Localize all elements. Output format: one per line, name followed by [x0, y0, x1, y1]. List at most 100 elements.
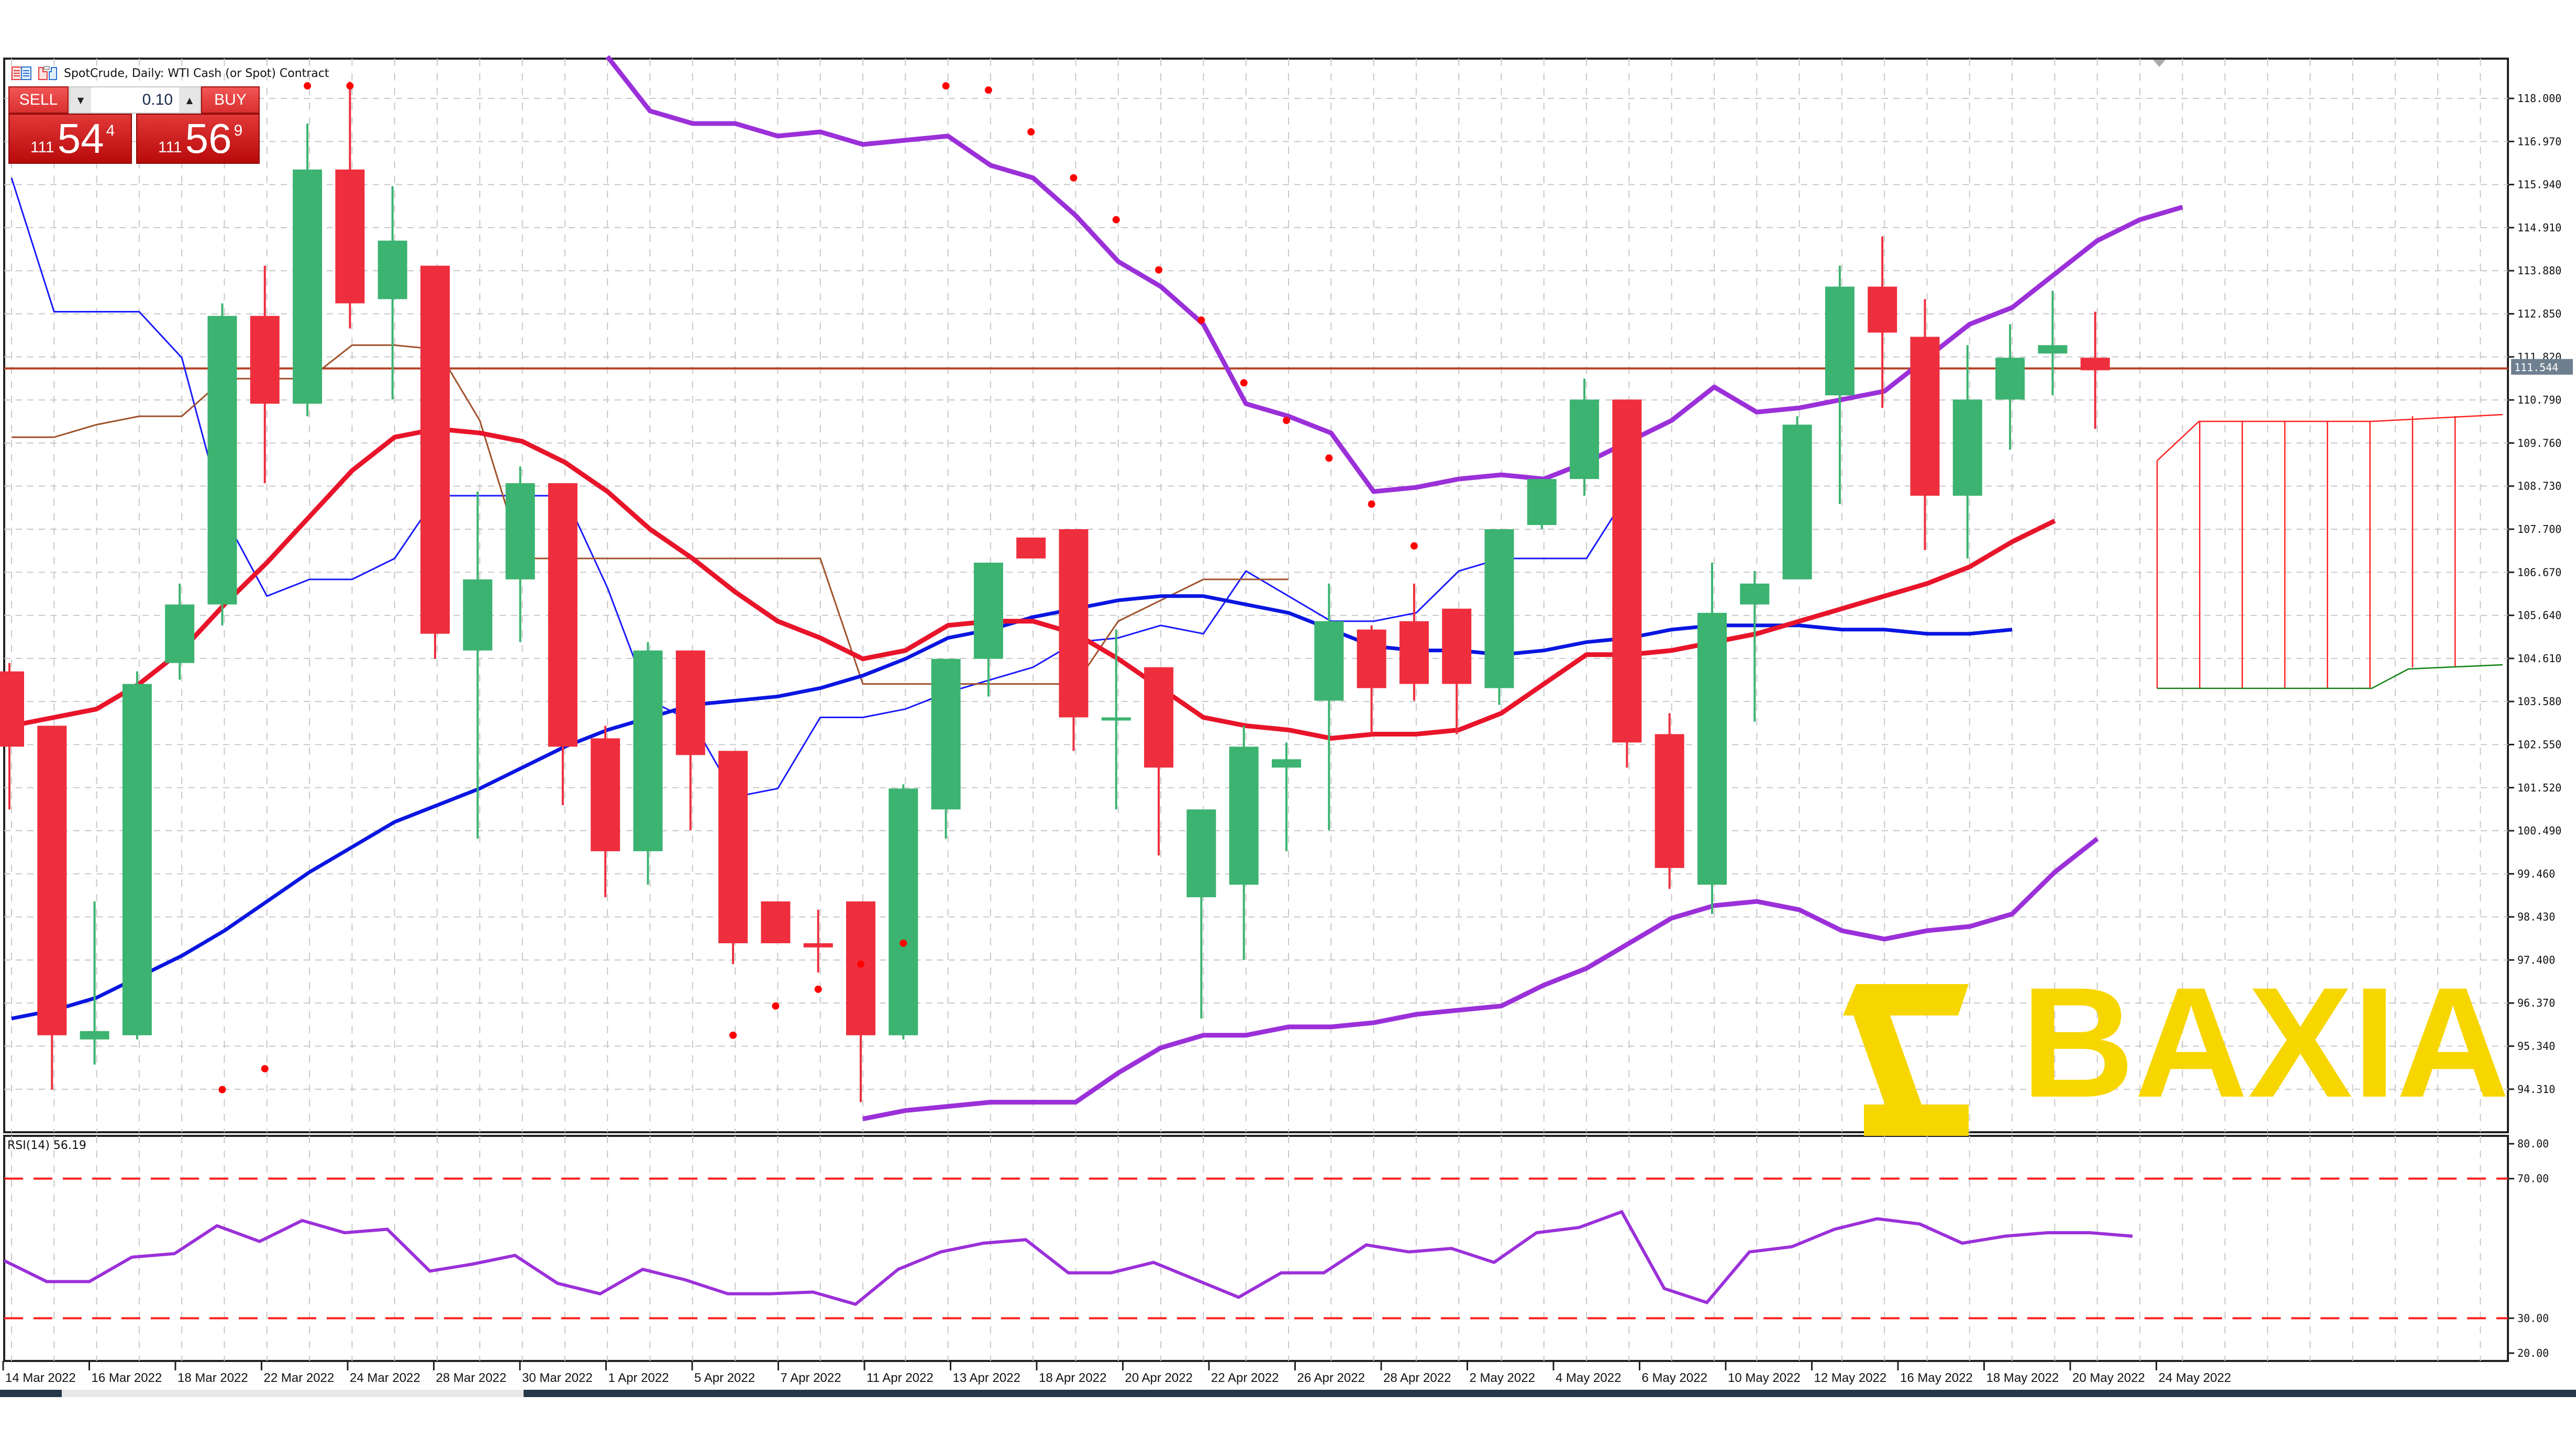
rsi-indicator-label: RSI(14) 56.19 [7, 1139, 86, 1152]
baxia-watermark: BAXIA [2021, 954, 2510, 1130]
candle [1314, 621, 1344, 701]
candle [122, 684, 152, 1035]
ichimoku-cloud [2156, 414, 2503, 689]
candle [1357, 629, 1386, 688]
parabolic-sar [218, 82, 1418, 1093]
candle [718, 751, 748, 943]
price-axis-label: 113.880 [2517, 264, 2561, 277]
sell-price-main: 54 [57, 115, 104, 162]
date-axis-label: 18 Mar 2022 [177, 1371, 248, 1385]
candle [931, 658, 961, 810]
price-axis-label: 102.550 [2517, 738, 2561, 751]
date-axis-label: 26 Apr 2022 [1297, 1371, 1365, 1385]
sell-price-button[interactable]: 111 54 4 [8, 114, 132, 164]
date-axis-label: 22 Apr 2022 [1211, 1371, 1279, 1385]
candle [1740, 583, 1770, 605]
candle [633, 650, 663, 852]
candle [1272, 759, 1301, 768]
price-axis-label: 106.670 [2517, 566, 2561, 578]
price-axis-label: 115.940 [2517, 178, 2561, 191]
date-axis-label: 1 Apr 2022 [608, 1371, 669, 1385]
candle [548, 483, 578, 747]
candle [675, 650, 705, 755]
one-click-trading-icon[interactable] [12, 65, 32, 81]
price-axis-label: 105.640 [2517, 609, 2561, 622]
date-axis-label: 20 Apr 2022 [1125, 1371, 1193, 1385]
candle [803, 943, 833, 947]
date-axis-label: 30 Mar 2022 [522, 1371, 593, 1385]
candle [1570, 399, 1600, 479]
buy-price-button[interactable]: 111 56 9 [136, 114, 260, 164]
candle [1527, 479, 1557, 525]
rsi-axis-label: 70.00 [2517, 1173, 2549, 1185]
date-axis-label: 24 May 2022 [2159, 1371, 2231, 1385]
price-axis-label: 97.400 [2517, 954, 2555, 966]
candle [420, 265, 450, 634]
buy-button[interactable]: BUY [201, 86, 260, 114]
date-axis-label: 4 May 2022 [1556, 1371, 1621, 1385]
date-axis-label: 24 Mar 2022 [350, 1371, 420, 1385]
candle [2038, 345, 2068, 354]
lot-increase-button[interactable]: ▲ [179, 87, 200, 113]
candle [1868, 286, 1897, 333]
date-axis-label: 7 Apr 2022 [781, 1371, 841, 1385]
lot-size-input[interactable]: 0.10 [91, 87, 179, 113]
candle [37, 726, 67, 1035]
price-axis-label: 112.850 [2517, 307, 2561, 320]
price-axis-label: 110.790 [2517, 394, 2561, 406]
rsi-pane[interactable] [3, 1135, 2509, 1362]
candle [1697, 612, 1727, 885]
price-axis-label: 101.520 [2517, 782, 2561, 794]
buy-price-main: 56 [185, 115, 232, 162]
baxia-logo-icon [1843, 984, 1969, 1136]
lot-decrease-button[interactable]: ▼ [70, 87, 91, 113]
buy-price-point: 9 [234, 122, 243, 139]
scrollbar-thumb-left[interactable] [0, 1390, 62, 1397]
price-axis-label: 109.760 [2517, 437, 2561, 449]
chart-scrollbar[interactable] [0, 1390, 2576, 1397]
price-axis-label: 116.970 [2517, 135, 2561, 148]
candle [165, 604, 195, 663]
chart-title: SpotCrude, Daily: WTI Cash (or Spot) Con… [64, 66, 329, 80]
date-axis-label: 11 Apr 2022 [867, 1371, 934, 1385]
candle [1910, 337, 1940, 496]
candle [1101, 717, 1131, 721]
price-axis-label: 96.370 [2517, 997, 2555, 1009]
price-axis-label: 107.700 [2517, 523, 2561, 535]
scrollbar-thumb[interactable] [524, 1390, 2576, 1397]
rsi-axis-label: 20.00 [2517, 1347, 2549, 1359]
candle [1825, 286, 1855, 396]
candle [250, 316, 280, 404]
lot-size-stepper[interactable]: ▼ 0.10 ▲ [69, 86, 201, 114]
rsi-axis-label: 30.00 [2517, 1312, 2549, 1324]
date-axis-label: 22 Mar 2022 [264, 1371, 335, 1385]
price-axis-label: 99.460 [2517, 867, 2555, 880]
current-price-tag [2511, 359, 2573, 375]
price-axis-label: 98.430 [2517, 911, 2555, 923]
price-axis-label: 95.340 [2517, 1040, 2555, 1053]
bollinger-lower-line [862, 836, 2099, 1121]
depth-of-market-icon[interactable] [38, 65, 59, 81]
candle [1952, 399, 1982, 496]
price-axis-label: 114.910 [2517, 221, 2561, 234]
chart-header: SpotCrude, Daily: WTI Cash (or Spot) Con… [12, 62, 329, 85]
candle [1229, 746, 1259, 885]
date-axis-label: 28 Mar 2022 [436, 1371, 507, 1385]
candle [591, 738, 620, 852]
candle [463, 579, 493, 651]
price-axis-label: 104.610 [2517, 652, 2561, 665]
sell-button[interactable]: SELL [8, 86, 69, 114]
candle [1655, 734, 1684, 868]
candle [0, 671, 24, 747]
candle [1442, 608, 1472, 684]
price-axis-label: 108.730 [2517, 480, 2561, 493]
candle [80, 1031, 109, 1040]
date-axis-label: 18 May 2022 [1986, 1371, 2059, 1385]
date-axis-label: 10 May 2022 [1728, 1371, 1801, 1385]
candle [1059, 529, 1089, 718]
date-axis-label: 16 May 2022 [1900, 1371, 1973, 1385]
date-axis-label: 28 Apr 2022 [1383, 1371, 1451, 1385]
candle [1612, 399, 1642, 743]
shift-marker-icon[interactable] [2153, 60, 2166, 67]
